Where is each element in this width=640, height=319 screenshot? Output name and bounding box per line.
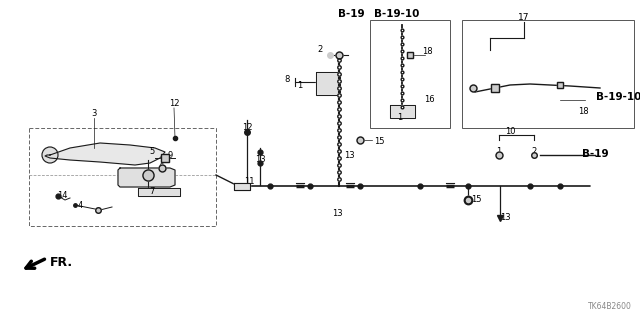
Text: 16: 16: [424, 95, 435, 105]
Text: 4: 4: [78, 201, 83, 210]
Text: 18: 18: [422, 47, 433, 56]
Text: 14: 14: [57, 190, 67, 199]
Polygon shape: [118, 168, 175, 187]
Text: 2: 2: [531, 146, 536, 155]
Text: B-19-10: B-19-10: [374, 9, 419, 19]
Bar: [462, 20, 634, 128]
Text: B-19: B-19: [338, 9, 365, 19]
Text: 12: 12: [169, 99, 179, 108]
Text: 2: 2: [317, 46, 323, 55]
Text: 13: 13: [255, 155, 266, 165]
Text: B-19-10: B-19-10: [596, 92, 640, 102]
Polygon shape: [45, 143, 165, 165]
Text: 15: 15: [471, 196, 481, 204]
Text: 7: 7: [149, 188, 155, 197]
Text: 1: 1: [397, 113, 403, 122]
Text: 13: 13: [332, 209, 342, 218]
Polygon shape: [138, 188, 180, 196]
Text: B-19: B-19: [582, 149, 609, 159]
Text: 13: 13: [344, 151, 355, 160]
Text: 13: 13: [500, 213, 511, 222]
Text: 6: 6: [158, 164, 163, 173]
Text: 10: 10: [505, 127, 515, 136]
Polygon shape: [316, 72, 340, 95]
Text: 17: 17: [518, 13, 530, 23]
Text: FR.: FR.: [50, 256, 73, 270]
Text: 12: 12: [242, 122, 252, 131]
Text: 1: 1: [497, 147, 502, 157]
Circle shape: [42, 147, 58, 163]
Text: 1: 1: [297, 81, 302, 91]
Polygon shape: [234, 183, 250, 190]
Text: TK64B2600: TK64B2600: [588, 302, 632, 311]
Text: 9: 9: [168, 151, 173, 160]
Text: 8: 8: [285, 75, 290, 84]
Text: 5: 5: [149, 147, 155, 157]
Text: 3: 3: [92, 108, 97, 117]
Text: 18: 18: [578, 108, 589, 116]
Bar: [370, 20, 450, 128]
Text: 11: 11: [244, 177, 255, 187]
Polygon shape: [390, 105, 415, 118]
Text: 15: 15: [374, 137, 385, 145]
